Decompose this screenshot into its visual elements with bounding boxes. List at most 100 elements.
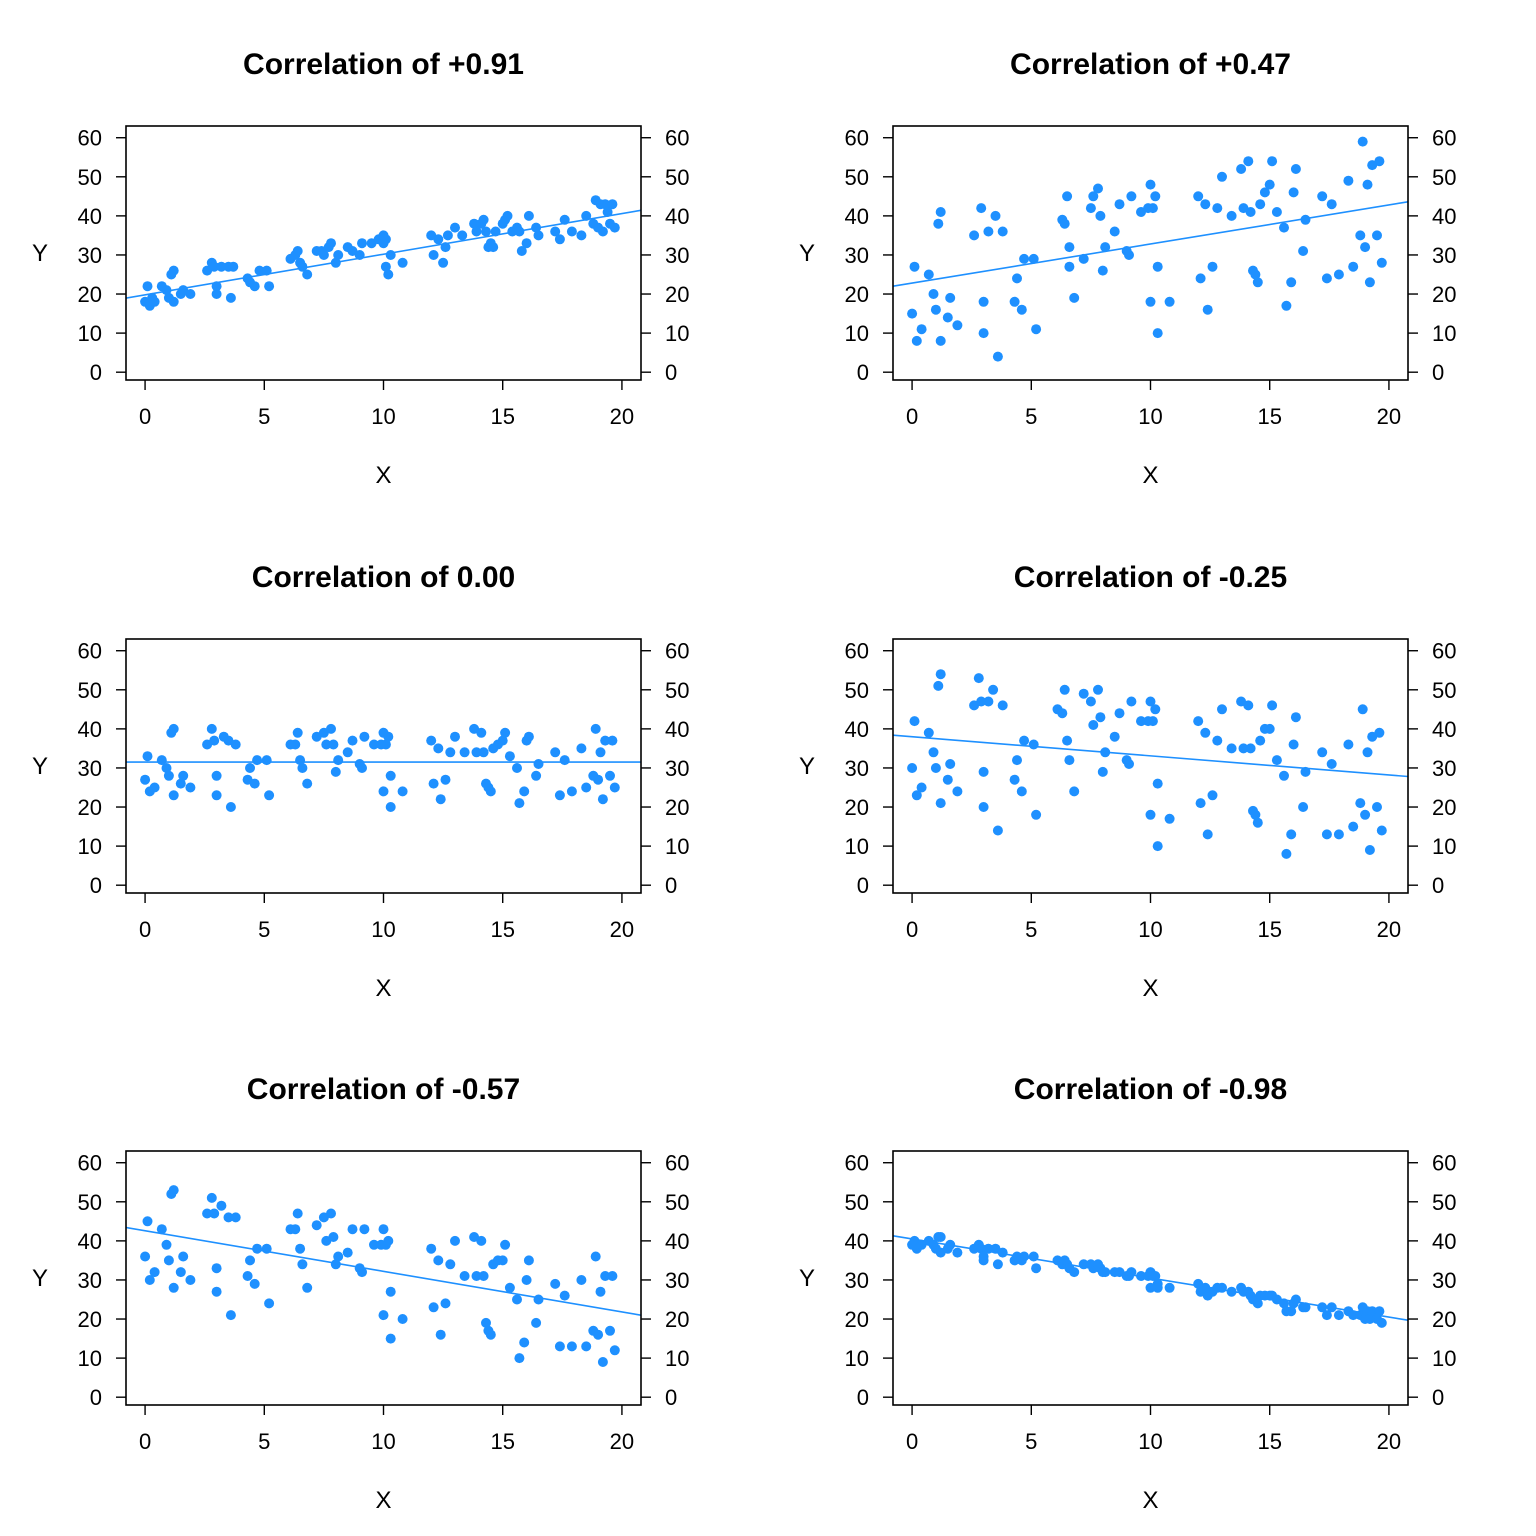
data-point-31 xyxy=(1059,684,1070,695)
x-tick-label: 15 xyxy=(490,404,514,429)
y-tick-label-left: 50 xyxy=(78,1190,102,1215)
data-point-61 xyxy=(1217,171,1227,182)
data-point-88 xyxy=(581,782,592,793)
data-point-71 xyxy=(1259,187,1270,198)
data-point-2 xyxy=(909,716,920,727)
data-point-58 xyxy=(433,1255,444,1266)
y-tick-label-right: 40 xyxy=(1432,717,1456,742)
data-point-20 xyxy=(223,1212,234,1223)
data-point-7 xyxy=(930,304,941,315)
data-point-3 xyxy=(911,790,922,801)
data-point-2 xyxy=(142,751,153,762)
data-point-66 xyxy=(476,1235,487,1246)
data-point-4 xyxy=(916,324,927,335)
y-tick-label-right: 10 xyxy=(1432,834,1456,859)
data-point-72 xyxy=(1264,179,1275,190)
data-point-30 xyxy=(290,1224,301,1235)
y-tick-label-right: 10 xyxy=(1432,321,1456,346)
data-point-63 xyxy=(457,230,468,241)
data-point-22 xyxy=(997,700,1008,711)
y-tick-label-left: 50 xyxy=(78,678,102,703)
data-point-85 xyxy=(1326,759,1337,769)
y-tick-label-right: 60 xyxy=(1432,1151,1456,1176)
data-point-22 xyxy=(225,292,236,303)
data-points xyxy=(907,136,1387,362)
data-point-97 xyxy=(1376,1317,1387,1328)
data-point-87 xyxy=(576,1275,587,1285)
data-point-85 xyxy=(559,1290,570,1301)
data-point-5 xyxy=(149,296,160,307)
x-tick-label: 5 xyxy=(1025,404,1037,429)
y-tick-label-left: 30 xyxy=(845,1268,869,1293)
data-point-11 xyxy=(168,296,179,307)
data-point-21 xyxy=(225,1310,236,1321)
data-point-16 xyxy=(209,1208,220,1219)
data-point-94 xyxy=(1372,230,1382,241)
data-point-16 xyxy=(978,328,989,339)
data-point-20 xyxy=(992,351,1003,362)
data-point-5 xyxy=(923,727,934,738)
data-point-84 xyxy=(554,1341,565,1352)
data-point-42 xyxy=(1114,199,1125,210)
data-point-42 xyxy=(342,1247,353,1258)
y-tick-label-left: 30 xyxy=(78,756,102,781)
data-point-67 xyxy=(478,1271,489,1281)
data-point-7 xyxy=(163,1255,174,1266)
data-point-75 xyxy=(1271,755,1282,766)
x-tick-label: 10 xyxy=(371,404,395,429)
data-point-26 xyxy=(252,755,263,766)
data-point-59 xyxy=(438,257,449,268)
data-point-95 xyxy=(605,770,615,781)
data-point-66 xyxy=(476,727,487,738)
data-point-73 xyxy=(497,735,508,746)
y-tick-label-left: 20 xyxy=(845,1307,869,1332)
data-point-32 xyxy=(1064,261,1075,272)
y-tick-label-left: 50 xyxy=(845,678,869,703)
chart-panel-5: Correlation of -0.57 0 5 10 15 20 0 0 10 10 20 20 30… xyxy=(32,1073,689,1514)
data-point-25 xyxy=(249,1278,260,1289)
data-point-70 xyxy=(485,1329,496,1340)
data-point-42 xyxy=(342,747,353,758)
data-point-82 xyxy=(1300,766,1311,777)
data-point-16 xyxy=(976,696,987,707)
y-tick-label-right: 30 xyxy=(1432,756,1456,781)
data-point-99 xyxy=(609,222,620,233)
data-point-86 xyxy=(566,1341,577,1352)
data-point-89 xyxy=(1355,798,1366,809)
y-tick-label-right: 30 xyxy=(665,243,689,268)
x-tick-label: 0 xyxy=(139,1429,151,1454)
y-axis-label: Y xyxy=(799,753,815,780)
y-tick-label-left: 30 xyxy=(845,756,869,781)
data-point-14 xyxy=(202,1208,213,1219)
data-point-17 xyxy=(211,1286,222,1297)
data-point-44 xyxy=(1124,250,1134,260)
data-point-84 xyxy=(554,790,565,801)
x-tick-label: 10 xyxy=(371,1429,395,1454)
data-point-97 xyxy=(609,782,620,793)
data-point-87 xyxy=(566,226,577,237)
data-point-63 xyxy=(1226,743,1237,754)
data-point-62 xyxy=(450,1235,460,1246)
data-point-53 xyxy=(1152,841,1163,852)
data-point-65 xyxy=(471,226,482,237)
data-point-12 xyxy=(945,759,956,769)
data-point-52 xyxy=(383,1235,394,1246)
data-point-91 xyxy=(1362,179,1373,190)
data-point-40 xyxy=(1100,242,1111,253)
data-point-13 xyxy=(952,786,963,797)
data-point-18 xyxy=(211,770,222,781)
y-tick-label-right: 10 xyxy=(1432,1346,1456,1371)
data-point-34 xyxy=(302,778,313,789)
data-point-17 xyxy=(978,296,989,307)
data-point-69 xyxy=(1250,809,1261,820)
y-tick-label-right: 30 xyxy=(665,756,689,781)
x-tick-label: 10 xyxy=(1138,917,1162,942)
y-tick-label-right: 0 xyxy=(1432,1385,1444,1410)
data-point-45 xyxy=(1126,191,1137,202)
data-point-15 xyxy=(206,1192,217,1203)
data-point-83 xyxy=(1317,1302,1328,1313)
x-tick-label: 0 xyxy=(906,404,918,429)
data-point-17 xyxy=(211,790,222,801)
data-point-10 xyxy=(935,335,946,346)
data-point-86 xyxy=(566,786,577,797)
